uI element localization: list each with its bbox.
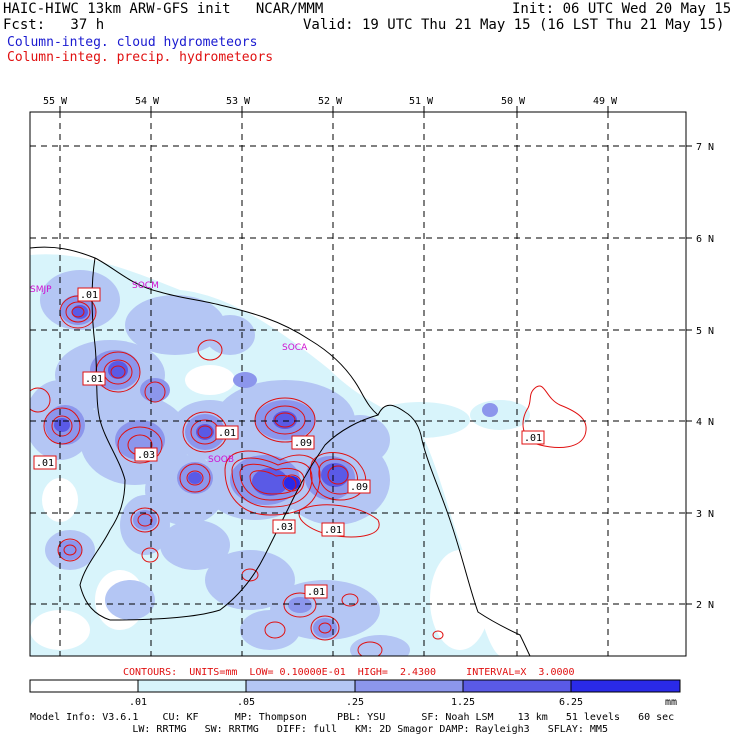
map-frame [29, 111, 687, 657]
lon-label: 50 W [501, 96, 526, 107]
contour-label: .09 [347, 479, 371, 494]
lon-label: 54 W [135, 96, 160, 107]
contour-label: .01 [521, 430, 545, 445]
colorbar-tick-label: .25 [346, 697, 364, 708]
lon-label: 51 W [409, 96, 434, 107]
contour-info: CONTOURS: UNITS=mm LOW= 0.10000E-01 HIGH… [123, 667, 575, 678]
contour-label: .01 [77, 287, 101, 302]
svg-text:.03: .03 [137, 450, 155, 461]
svg-text:.09: .09 [350, 482, 368, 493]
colorbar-tick-label: .01 [129, 697, 147, 708]
station-label-soca: SOCA [282, 343, 308, 353]
svg-text:.03: .03 [275, 522, 293, 533]
coastline [30, 246, 531, 656]
contour-label: .01 [33, 455, 57, 470]
lat-label: 7 N [696, 142, 714, 153]
run-title: HAIC-HIWC 13km ARW-GFS init NCAR/MMM [3, 1, 324, 17]
station-label-soob: SOOB [208, 455, 234, 465]
svg-text:.01: .01 [524, 433, 542, 444]
precip-field-title: Column-integ. precip. hydrometeors [7, 50, 274, 65]
contour-label: .01 [215, 425, 239, 440]
contour-label: .01 [321, 522, 345, 537]
station-label-smjp: SMJP [30, 285, 52, 295]
lon-label: 55 W [43, 96, 68, 107]
lon-label: 53 W [226, 96, 251, 107]
lat-label: 2 N [696, 600, 714, 611]
svg-text:.01: .01 [80, 290, 98, 301]
contour-label: .03 [272, 519, 296, 534]
lat-label: 4 N [696, 417, 714, 428]
shaded-field [30, 254, 530, 656]
lon-label: 52 W [318, 96, 343, 107]
valid-time: Valid: 19 UTC Thu 21 May 15 (16 LST Thu … [303, 17, 725, 33]
svg-text:.01: .01 [324, 525, 342, 536]
station-label-socm: SOCM [132, 281, 159, 291]
contour-label: .09 [291, 435, 315, 450]
lat-label: 5 N [696, 326, 714, 337]
colorbar-tick-label: 1.25 [451, 697, 475, 708]
svg-text:.01: .01 [307, 587, 325, 598]
colorbar-units: mm [665, 697, 677, 708]
lat-label: 6 N [696, 234, 714, 245]
lat-label: 3 N [696, 509, 714, 520]
model-info-line2: LW: RRTMG SW: RRTMG DIFF: full KM: 2D Sm… [30, 724, 608, 735]
contour-label: .03 [134, 447, 158, 462]
colorbar-tick-label: 6.25 [559, 697, 583, 708]
init-time: Init: 06 UTC Wed 20 May 15 [512, 1, 732, 17]
colorbar [29, 679, 681, 693]
svg-text:.01: .01 [218, 428, 236, 439]
svg-text:.09: .09 [294, 438, 312, 449]
svg-text:.01: .01 [85, 374, 103, 385]
graticule [30, 112, 686, 656]
contour-label: .01 [82, 371, 106, 386]
colorbar-tick-label: .05 [237, 697, 255, 708]
forecast-hour: Fcst: 37 h [3, 17, 105, 33]
model-info-line1: Model Info: V3.6.1 CU: KF MP: Thompson P… [30, 712, 675, 723]
cloud-field-title: Column-integ. cloud hydrometeors [7, 35, 258, 50]
contour-label: .01 [304, 584, 328, 599]
lon-label: 49 W [593, 96, 618, 107]
svg-text:.01: .01 [36, 458, 54, 469]
